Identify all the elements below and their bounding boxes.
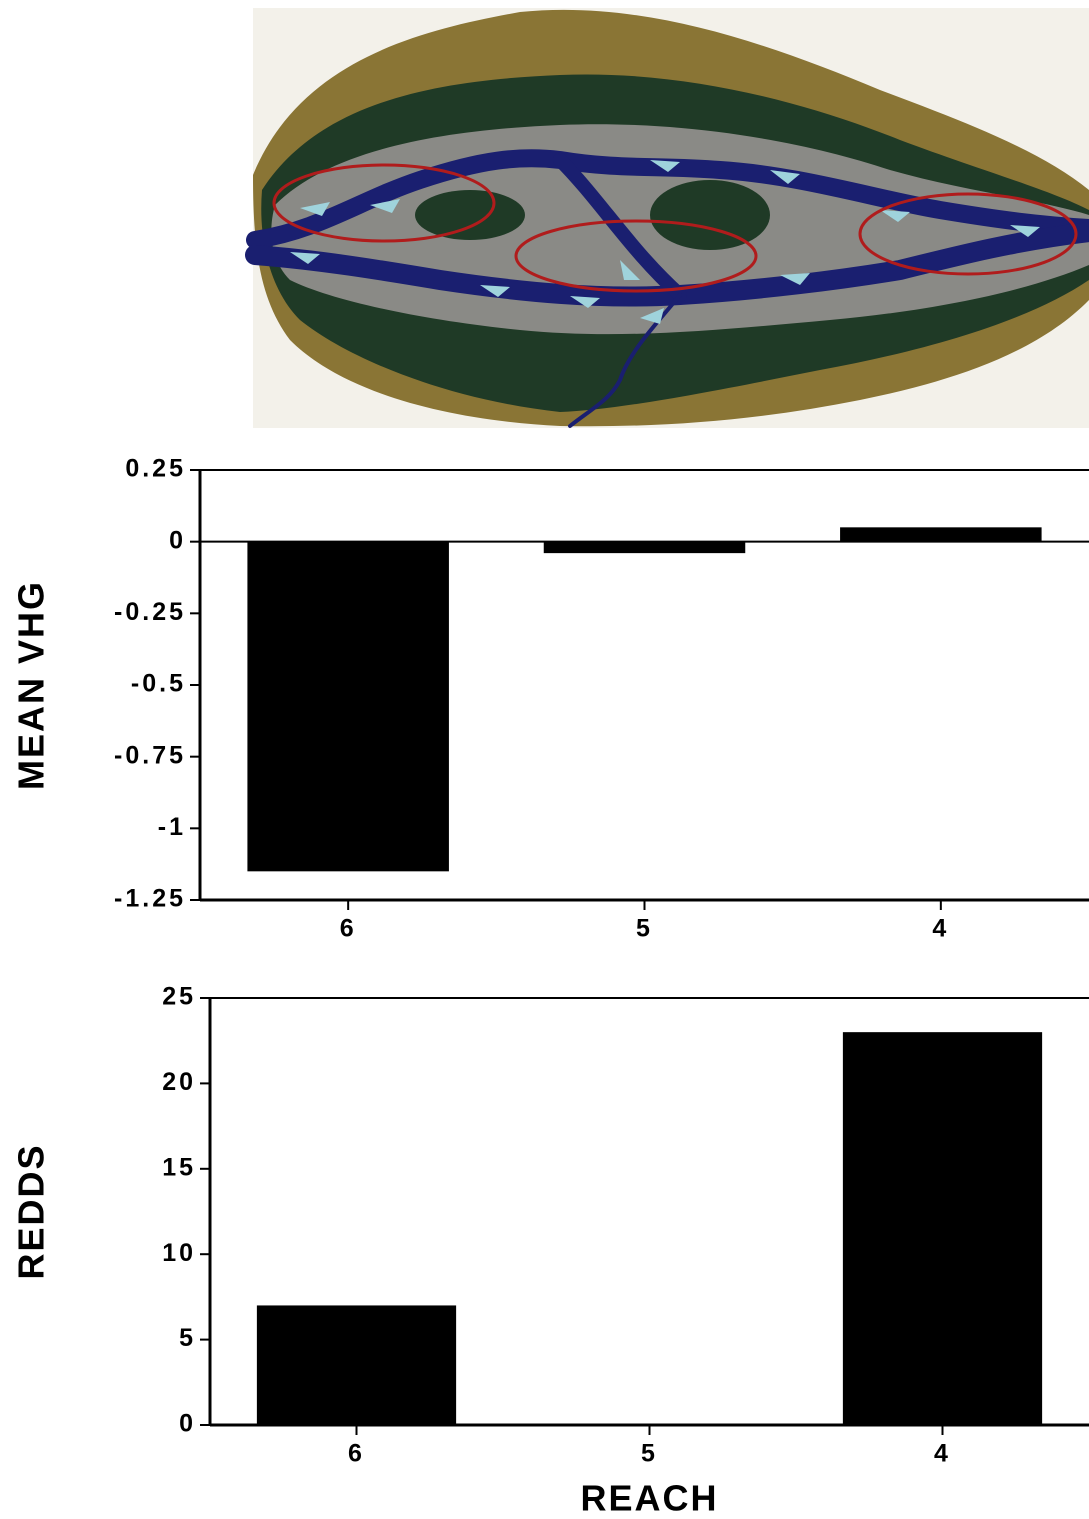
y-axis-title: MEAN VHG [11, 580, 52, 790]
bar [842, 1032, 1043, 1425]
flow-arrows [290, 160, 1040, 324]
y-tick-label: 25 [162, 983, 196, 1011]
y-tick-label: 10 [162, 1239, 196, 1267]
x-tick-label: 6 [340, 915, 357, 943]
island [650, 180, 770, 250]
reach-circles [272, 163, 1078, 293]
bar [840, 527, 1042, 542]
y-tick-label: -1.25 [114, 885, 186, 913]
x-tick-label: 5 [636, 915, 653, 943]
river-illustration [245, 8, 1089, 428]
x-tick-label: 6 [348, 1440, 365, 1468]
y-tick-label: -0.25 [114, 598, 186, 626]
y-tick-label: 5 [179, 1324, 196, 1352]
y-tick-label: -0.5 [131, 670, 186, 698]
x-axis-title: REACH [580, 1478, 718, 1519]
y-tick-label: -1 [158, 813, 186, 841]
y-tick-label: 0.25 [125, 455, 186, 483]
bar [256, 1305, 457, 1425]
y-tick-label: 20 [162, 1068, 196, 1096]
y-tick-label: -0.75 [114, 741, 186, 769]
x-tick-label: 5 [641, 1440, 658, 1468]
y-tick-label: 0 [179, 1410, 196, 1438]
x-tick-label: 4 [932, 915, 949, 943]
channels [245, 149, 1089, 428]
x-tick-label: 4 [934, 1440, 951, 1468]
island [415, 190, 525, 240]
y-tick-label: 0 [169, 526, 186, 554]
bar [247, 541, 449, 872]
y-axis-title: REDDS [11, 1143, 52, 1279]
y-tick-label: 15 [162, 1153, 196, 1181]
bar [543, 541, 746, 554]
